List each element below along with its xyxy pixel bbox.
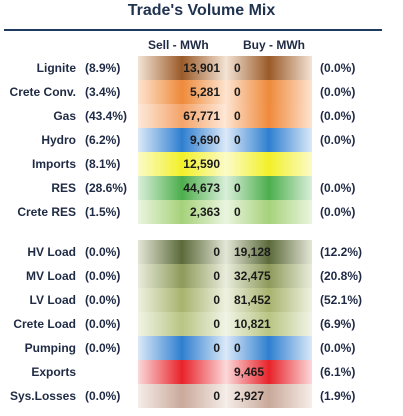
sell-percent: (43.4%) (85, 109, 128, 123)
row-label: Crete Conv. (9, 85, 76, 99)
sell-percent: (0.0%) (85, 389, 121, 403)
sell-percent: (0.0%) (85, 245, 121, 259)
row-label: Hydro (41, 133, 76, 147)
buy-percent: (0.0%) (320, 61, 356, 75)
buy-percent: (0.0%) (320, 85, 356, 99)
sell-percent: (0.0%) (85, 293, 121, 307)
buy-percent: (0.0%) (320, 133, 356, 147)
sell-value: 2,363 (138, 200, 226, 224)
sell-percent: (0.0%) (85, 341, 121, 355)
sell-percent: (1.5%) (85, 205, 121, 219)
table-row: HV Load (0.0%) 0 19,128 (12.2%) (0, 240, 403, 264)
row-label: Gas (53, 109, 76, 123)
table-row: Hydro (6.2%) 9,690 0 (0.0%) (0, 128, 403, 152)
buy-value: 0 (226, 128, 312, 152)
table-row: Pumping (0.0%) 0 0 (0.0%) (0, 336, 403, 360)
sell-value: 0 (138, 264, 226, 288)
table-row: MV Load (0.0%) 0 32,475 (20.8%) (0, 264, 403, 288)
buy-percent: (0.0%) (320, 181, 356, 195)
row-label: Crete RES (17, 205, 76, 219)
buy-percent: (0.0%) (320, 341, 356, 355)
chart-title: Trade's Volume Mix (127, 2, 276, 19)
row-label: Lignite (36, 61, 76, 75)
row-label: Exports (31, 365, 76, 379)
row-label: Crete Load (13, 317, 76, 331)
table-row: Crete Conv. (3.4%) 5,281 0 (0.0%) (0, 80, 403, 104)
buy-percent: (1.9%) (320, 389, 356, 403)
sell-value: 0 (138, 384, 226, 408)
buy-value: 0 (226, 200, 312, 224)
buy-value: 9,465 (226, 360, 312, 384)
buy-value: 0 (226, 80, 312, 104)
sell-value: 0 (138, 312, 226, 336)
buy-percent: (52.1%) (320, 293, 363, 307)
sell-value (138, 360, 226, 384)
sell-percent: (8.1%) (85, 157, 121, 171)
buy-value: 0 (226, 176, 312, 200)
sell-percent: (8.9%) (85, 61, 121, 75)
buy-header: Buy - MWh (243, 38, 305, 52)
sell-percent: (0.0%) (85, 317, 121, 331)
row-label: MV Load (26, 269, 76, 283)
buy-value: 32,475 (226, 264, 312, 288)
table-row: Exports 9,465 (6.1%) (0, 360, 403, 384)
buy-value: 0 (226, 336, 312, 360)
buy-value: 0 (226, 104, 312, 128)
buy-percent: (6.9%) (320, 317, 356, 331)
buy-value: 2,927 (226, 384, 312, 408)
sell-value: 9,690 (138, 128, 226, 152)
table-row: LV Load (0.0%) 0 81,452 (52.1%) (0, 288, 403, 312)
sell-value: 0 (138, 288, 226, 312)
buy-percent: (12.2%) (320, 245, 363, 259)
buy-value: 0 (226, 56, 312, 80)
table-row: Gas (43.4%) 67,771 0 (0.0%) (0, 104, 403, 128)
row-label: LV Load (29, 293, 76, 307)
buy-percent: (0.0%) (320, 109, 356, 123)
sell-percent: (3.4%) (85, 85, 121, 99)
row-label: Pumping (24, 341, 76, 355)
sell-value: 0 (138, 240, 226, 264)
sell-value: 0 (138, 336, 226, 360)
table-row: Lignite (8.9%) 13,901 0 (0.0%) (0, 56, 403, 80)
sell-percent: (6.2%) (85, 133, 121, 147)
table-row: Crete RES (1.5%) 2,363 0 (0.0%) (0, 200, 403, 224)
buy-percent (320, 152, 380, 176)
row-label: RES (51, 181, 76, 195)
table-row: Imports (8.1%) 12,590 (0, 152, 403, 176)
sell-percent: (28.6%) (85, 181, 128, 195)
row-label: HV Load (27, 245, 76, 259)
row-label: Sys.Losses (9, 389, 76, 403)
table-row: RES (28.6%) 44,673 0 (0.0%) (0, 176, 403, 200)
buy-percent: (0.0%) (320, 205, 356, 219)
sell-value: 13,901 (138, 56, 226, 80)
sell-header: Sell - MWh (148, 38, 209, 52)
title-divider (4, 29, 382, 31)
table-row: Sys.Losses (0.0%) 0 2,927 (1.9%) (0, 384, 403, 408)
buy-value: 10,821 (226, 312, 312, 336)
sell-percent (85, 360, 135, 384)
sell-value: 44,673 (138, 176, 226, 200)
buy-percent: (20.8%) (320, 269, 363, 283)
sell-value: 12,590 (138, 152, 226, 176)
sell-value: 67,771 (138, 104, 226, 128)
table-row: Crete Load (0.0%) 0 10,821 (6.9%) (0, 312, 403, 336)
sell-value: 5,281 (138, 80, 226, 104)
buy-value: 19,128 (226, 240, 312, 264)
sell-percent: (0.0%) (85, 269, 121, 283)
buy-value (226, 152, 312, 176)
buy-percent: (6.1%) (320, 365, 356, 379)
buy-value: 81,452 (226, 288, 312, 312)
row-label: Imports (31, 157, 76, 171)
